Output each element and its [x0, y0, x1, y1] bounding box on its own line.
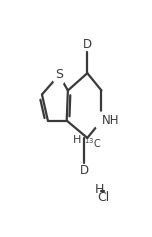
Text: Cl: Cl: [98, 191, 110, 204]
Text: H: H: [73, 135, 81, 145]
Text: S: S: [55, 68, 63, 81]
Ellipse shape: [53, 65, 66, 85]
Text: D: D: [80, 164, 89, 177]
Ellipse shape: [94, 112, 109, 130]
Text: $^{13}$C: $^{13}$C: [84, 137, 101, 150]
Text: D: D: [83, 38, 92, 51]
Text: H: H: [94, 183, 104, 196]
Text: NH: NH: [102, 114, 119, 128]
